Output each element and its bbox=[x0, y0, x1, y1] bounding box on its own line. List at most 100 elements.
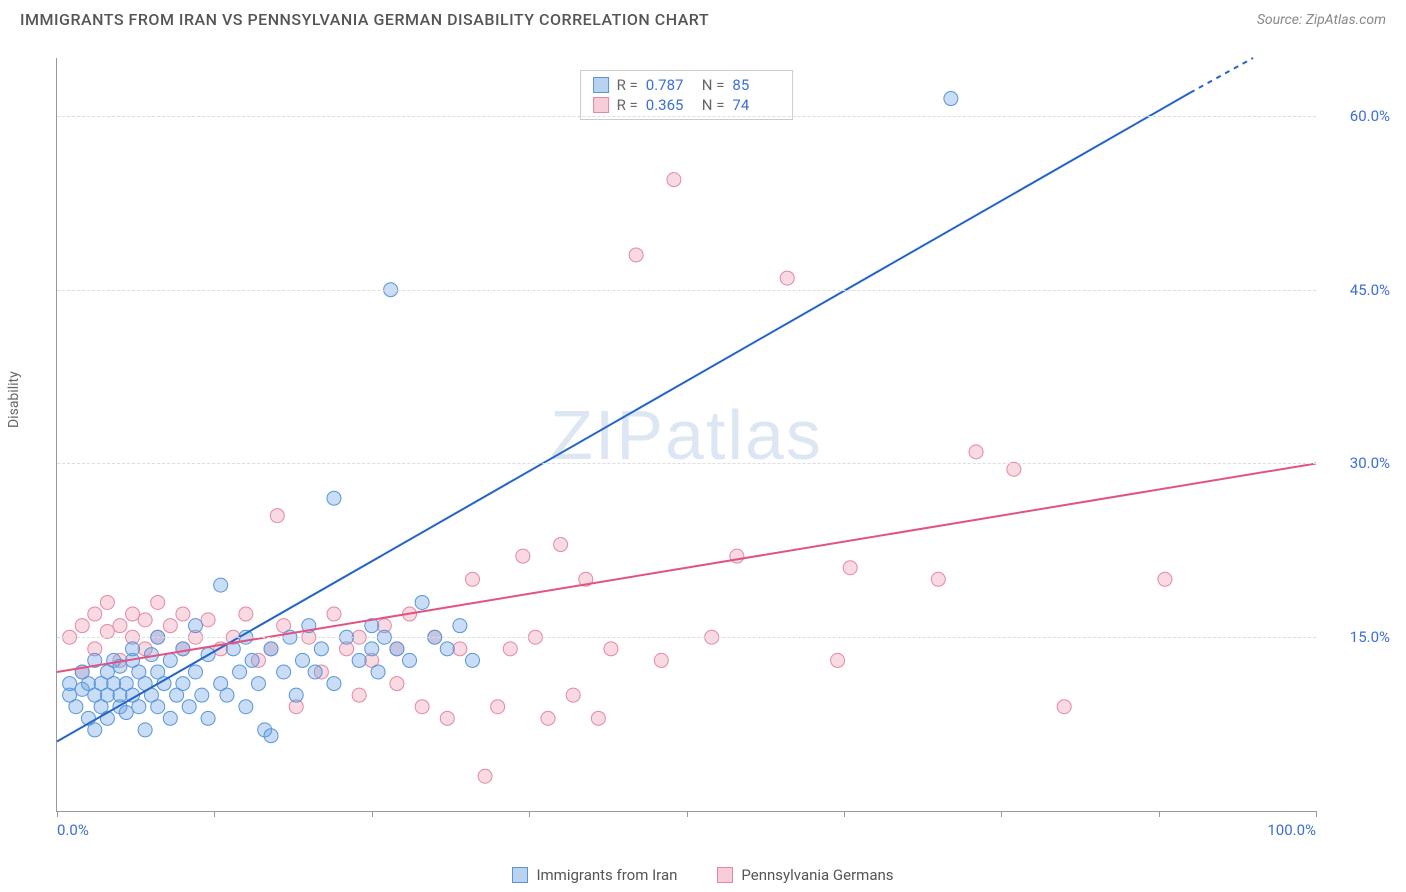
scatter-point bbox=[264, 642, 278, 656]
scatter-point bbox=[478, 769, 492, 783]
scatter-point bbox=[239, 700, 253, 714]
x-tick bbox=[372, 811, 373, 817]
scatter-point bbox=[314, 642, 328, 656]
gridline-h bbox=[57, 290, 1316, 291]
scatter-point bbox=[182, 700, 196, 714]
source-attribution: Source: ZipAtlas.com bbox=[1257, 12, 1386, 28]
scatter-point bbox=[296, 653, 310, 667]
legend-swatch-iran bbox=[512, 867, 528, 883]
scatter-point bbox=[176, 677, 190, 691]
x-tick bbox=[844, 811, 845, 817]
chart-title: IMMIGRANTS FROM IRAN VS PENNSYLVANIA GER… bbox=[20, 10, 709, 29]
scatter-point bbox=[1158, 572, 1172, 586]
y-tick-label: 60.0% bbox=[1350, 107, 1390, 125]
scatter-point bbox=[233, 665, 247, 679]
scatter-point bbox=[403, 653, 417, 667]
scatter-point bbox=[163, 653, 177, 667]
scatter-point bbox=[415, 700, 429, 714]
scatter-point bbox=[327, 677, 341, 691]
scatter-point bbox=[245, 653, 259, 667]
scatter-point bbox=[138, 723, 152, 737]
scatter-point bbox=[566, 688, 580, 702]
scatter-point bbox=[780, 271, 794, 285]
x-max-label: 100.0% bbox=[1267, 821, 1316, 839]
scatter-point bbox=[654, 653, 668, 667]
scatter-point bbox=[126, 607, 140, 621]
scatter-point bbox=[138, 613, 152, 627]
scatter-point bbox=[88, 723, 102, 737]
scatter-point bbox=[88, 607, 102, 621]
scatter-point bbox=[352, 653, 366, 667]
scatter-point bbox=[440, 642, 454, 656]
scatter-svg bbox=[57, 58, 1316, 811]
x-tick bbox=[529, 811, 530, 817]
scatter-point bbox=[176, 642, 190, 656]
scatter-point bbox=[251, 677, 265, 691]
scatter-point bbox=[371, 665, 385, 679]
scatter-point bbox=[188, 665, 202, 679]
x-tick bbox=[1001, 811, 1002, 817]
scatter-point bbox=[201, 711, 215, 725]
plot-area: ZIPatlas R = 0.787 N = 85 R = 0.365 N = … bbox=[56, 58, 1316, 812]
scatter-point bbox=[352, 688, 366, 702]
scatter-point bbox=[667, 173, 681, 187]
scatter-point bbox=[453, 642, 467, 656]
gridline-h bbox=[57, 116, 1316, 117]
scatter-point bbox=[554, 538, 568, 552]
legend-swatch-pa bbox=[717, 867, 733, 883]
scatter-point bbox=[440, 711, 454, 725]
scatter-point bbox=[151, 595, 165, 609]
scatter-point bbox=[132, 700, 146, 714]
scatter-point bbox=[75, 619, 89, 633]
scatter-point bbox=[100, 595, 114, 609]
legend-item-pa: Pennsylvania Germans bbox=[717, 866, 893, 884]
scatter-point bbox=[239, 607, 253, 621]
scatter-point bbox=[931, 572, 945, 586]
scatter-point bbox=[843, 561, 857, 575]
scatter-point bbox=[1057, 700, 1071, 714]
scatter-point bbox=[220, 688, 234, 702]
scatter-point bbox=[176, 607, 190, 621]
source-link[interactable]: ZipAtlas.com bbox=[1306, 12, 1386, 28]
scatter-point bbox=[831, 653, 845, 667]
scatter-point bbox=[289, 688, 303, 702]
y-tick-label: 45.0% bbox=[1350, 281, 1390, 299]
x-tick bbox=[1316, 811, 1317, 817]
scatter-point bbox=[629, 248, 643, 262]
scatter-point bbox=[944, 92, 958, 106]
scatter-point bbox=[465, 572, 479, 586]
scatter-point bbox=[453, 619, 467, 633]
trend-line-dashed bbox=[1190, 58, 1253, 93]
scatter-point bbox=[63, 677, 77, 691]
scatter-point bbox=[327, 491, 341, 505]
scatter-point bbox=[119, 706, 133, 720]
chart-container: Disability ZIPatlas R = 0.787 N = 85 R =… bbox=[40, 48, 1326, 832]
x-min-label: 0.0% bbox=[57, 821, 89, 839]
y-tick-label: 15.0% bbox=[1350, 628, 1390, 646]
scatter-point bbox=[113, 619, 127, 633]
scatter-point bbox=[151, 700, 165, 714]
trend-line bbox=[57, 463, 1316, 672]
scatter-point bbox=[969, 445, 983, 459]
legend-bottom: Immigrants from Iran Pennsylvania German… bbox=[0, 866, 1406, 884]
scatter-point bbox=[201, 613, 215, 627]
scatter-point bbox=[195, 688, 209, 702]
scatter-point bbox=[69, 700, 83, 714]
scatter-point bbox=[390, 677, 404, 691]
scatter-point bbox=[365, 642, 379, 656]
y-tick-label: 30.0% bbox=[1350, 454, 1390, 472]
scatter-point bbox=[591, 711, 605, 725]
scatter-point bbox=[214, 578, 228, 592]
scatter-point bbox=[415, 595, 429, 609]
y-axis-label: Disability bbox=[6, 371, 22, 428]
legend-item-iran: Immigrants from Iran bbox=[512, 866, 677, 884]
scatter-point bbox=[503, 642, 517, 656]
scatter-point bbox=[126, 642, 140, 656]
scatter-point bbox=[188, 619, 202, 633]
x-tick bbox=[214, 811, 215, 817]
x-tick bbox=[687, 811, 688, 817]
gridline-h bbox=[57, 637, 1316, 638]
scatter-point bbox=[270, 509, 284, 523]
x-tick bbox=[57, 811, 58, 817]
x-tick bbox=[1159, 811, 1160, 817]
